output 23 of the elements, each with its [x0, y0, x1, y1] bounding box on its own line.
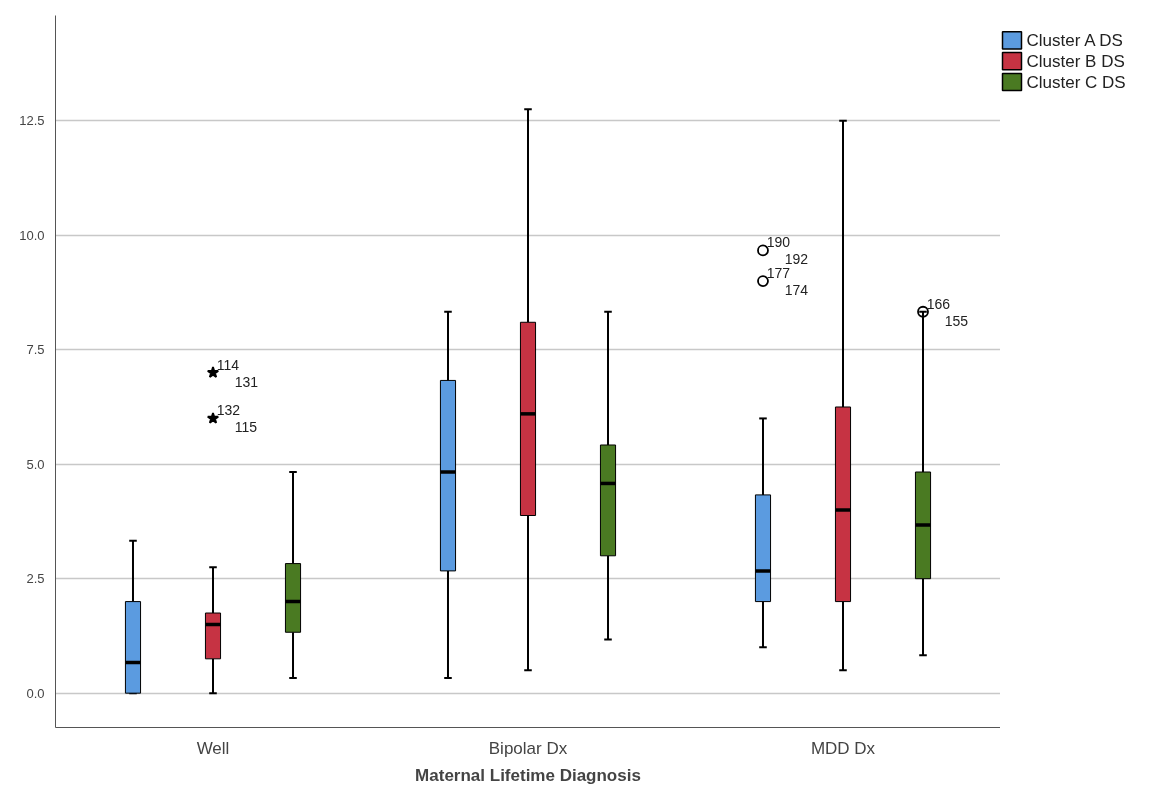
- y-tick-label: 5.0: [26, 456, 45, 472]
- x-tick-label: MDD Dx: [810, 738, 876, 758]
- y-tick-label: 10.0: [19, 227, 45, 243]
- annotation: 192: [784, 251, 809, 268]
- x-axis-title: Maternal Lifetime Diagnosis: [415, 765, 641, 785]
- x-tick-label: Well: [196, 738, 230, 758]
- legend-label: Cluster A DS: [1026, 31, 1123, 51]
- y-tick-label: 0.0: [26, 685, 45, 701]
- annotation: 131: [234, 373, 259, 390]
- annotation: 190: [766, 234, 791, 251]
- y-tick-label: 12.5: [19, 113, 45, 129]
- annotation: 177: [766, 265, 791, 282]
- annotation: 174: [784, 282, 809, 299]
- legend-label: Cluster B DS: [1026, 52, 1125, 72]
- annotation: 166: [926, 295, 951, 312]
- legend-label: Cluster C DS: [1026, 72, 1126, 92]
- y-tick-label: 2.5: [26, 571, 45, 587]
- annotation: 115: [234, 419, 258, 436]
- annotation: 132: [216, 402, 241, 419]
- annotation: 114: [216, 356, 240, 373]
- y-tick-label: 7.5: [26, 342, 45, 358]
- x-tick-label: Bipolar Dx: [488, 738, 568, 758]
- annotation: 155: [944, 312, 969, 329]
